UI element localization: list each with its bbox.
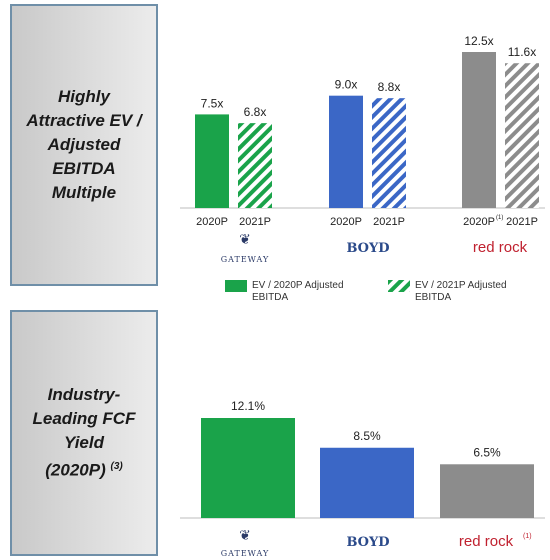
legend-line: EBITDA [415,292,451,303]
multiple-title-line: Multiple [51,183,117,202]
multiple-title: Highly Attractive EV / Adjusted EBITDA M… [18,85,149,205]
legend-label-2020p: EV / 2020P Adjusted EBITDA [252,280,344,303]
redrock-tick-2020p: 2020P [463,216,495,228]
fcf-title-year: (2020P) [45,460,106,480]
gateway-crest-icon: ❦ [239,231,251,247]
boyd-tick-2021p: 2021P [373,216,405,228]
legend-label-2021p: EV / 2021P Adjusted EBITDA [415,280,507,303]
legend: EV / 2020P Adjusted EBITDA EV / 2021P Adj… [225,280,507,303]
boyd-value-2021p: 8.8x [378,80,401,94]
boyd-bar-2020p [329,95,363,208]
gateway-bar-2021p [238,123,272,208]
multiple-title-line: Adjusted [47,135,121,154]
gateway-fcf-value: 12.1% [231,399,265,413]
redrock-logo-text: red rock [473,239,528,256]
boyd-logo: BOYD [346,241,389,256]
redrock-logo: red rock [473,239,528,256]
legend-line: EV / 2020P Adjusted [252,280,344,291]
boyd-logo-bottom: BOYD [346,535,389,550]
fcf-title-box: Industry- Leading FCF Yield (2020P) (3) [10,310,158,556]
gateway-logo: ❦ GATEWAY [221,231,269,264]
multiple-title-line: Highly [58,87,110,106]
gateway-logo-bottom: ❦ GATEWAY [221,527,269,558]
boyd-fcf-bar [320,447,414,518]
boyd-bar-2021p [372,98,406,208]
boyd-tick-2020p: 2020P [330,216,362,228]
fcf-yield-chart: 12.1% 8.5% 6.5% [180,399,545,519]
boyd-logo-text: BOYD [346,241,389,256]
gateway-tick-2020p: 2020P [196,216,228,228]
fcf-title: Industry- Leading FCF Yield (2020P) (3) [25,383,144,483]
gateway-logo-text: GATEWAY [221,255,269,264]
gateway-fcf-bar [201,418,295,518]
gateway-value-2021p: 6.8x [244,105,267,119]
gateway-tick-2021p: 2021P [239,216,271,228]
legend-swatch-2020p [225,280,247,292]
redrock-value-2020p: 12.5x [464,34,493,48]
fcf-title-line: Industry- [47,385,121,405]
redrock-logo-text: red rock [459,533,514,550]
redrock-bar-2020p [462,52,496,208]
gateway-bar-2020p [195,114,229,208]
redrock-logo-bottom: red rock (1) [459,533,532,550]
redrock-fcf-value: 6.5% [473,445,501,459]
redrock-tick-footnote: (1) [496,215,503,221]
multiple-title-box: Highly Attractive EV / Adjusted EBITDA M… [10,4,158,286]
fcf-footnote: (3) [110,461,123,473]
redrock-tick-2021p: 2021P [506,216,538,228]
gateway-value-2020p: 7.5x [201,96,224,110]
multiple-title-line: Attractive EV / [26,111,142,130]
legend-swatch-2021p [388,280,410,292]
fcf-title-line: Yield [63,433,104,453]
boyd-value-2020p: 9.0x [335,78,358,92]
redrock-bar-2021p [505,63,539,209]
boyd-fcf-value: 8.5% [353,429,381,443]
redrock-value-2021p: 11.6x [508,45,536,59]
legend-line: EBITDA [252,292,288,303]
multiple-title-line: EBITDA [52,159,116,178]
redrock-footnote: (1) [523,533,532,540]
redrock-fcf-bar [440,464,534,518]
legend-line: EV / 2021P Adjusted [415,280,507,291]
fcf-title-line: (2020P) (3) [33,455,136,483]
gateway-logo-text: GATEWAY [221,549,269,558]
fcf-title-line: Leading FCF [32,409,136,429]
boyd-logo-text: BOYD [346,535,389,550]
gateway-crest-icon: ❦ [239,527,251,543]
